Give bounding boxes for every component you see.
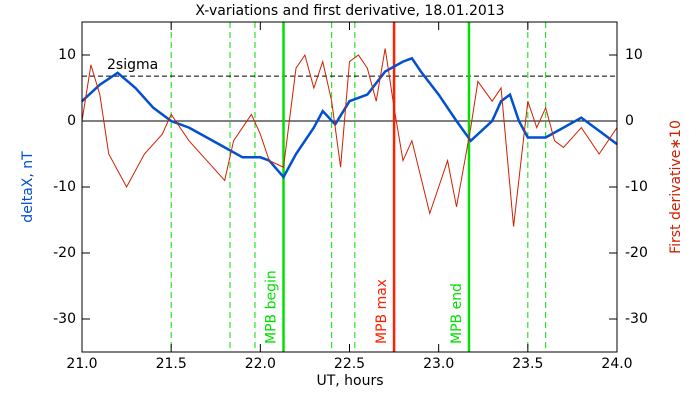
y2-tick-label: -20 — [625, 245, 648, 261]
chart-title: X-variations and first derivative, 18.01… — [195, 3, 504, 19]
y-tick-label: -20 — [53, 245, 76, 261]
annotation: MPB max — [374, 279, 390, 344]
plot-frame — [81, 21, 618, 353]
series-line — [81, 48, 618, 227]
y-tick-label: 0 — [67, 113, 76, 129]
y2-tick-label: 0 — [625, 113, 634, 129]
x-tick-label: 23.0 — [423, 356, 454, 372]
y2-tick-label: -10 — [625, 179, 648, 195]
y2-axis-label: First derivative∗10 — [668, 120, 684, 254]
x-tick-label: 22.5 — [334, 356, 365, 372]
annotation: MPB begin — [264, 270, 280, 344]
x-tick-label: 22.0 — [245, 356, 276, 372]
x-tick-label: 23.5 — [512, 356, 543, 372]
annotation: MPB end — [449, 283, 465, 344]
y2-tick-label: -30 — [625, 311, 648, 327]
y2-tick-label: 10 — [625, 47, 643, 63]
y-axis-label: deltaX, nT — [20, 151, 36, 223]
x-tick-label: 21.5 — [156, 356, 187, 372]
y-tick-label: -10 — [53, 179, 76, 195]
threshold-label: 2sigma — [107, 57, 158, 73]
x-axis-label: UT, hours — [316, 373, 383, 389]
series-line — [81, 56, 618, 180]
y-tick-label: 10 — [58, 47, 76, 63]
y-tick-label: -30 — [53, 311, 76, 327]
x-tick-label: 24.0 — [601, 356, 632, 372]
x-tick-label: 21.0 — [66, 356, 97, 372]
